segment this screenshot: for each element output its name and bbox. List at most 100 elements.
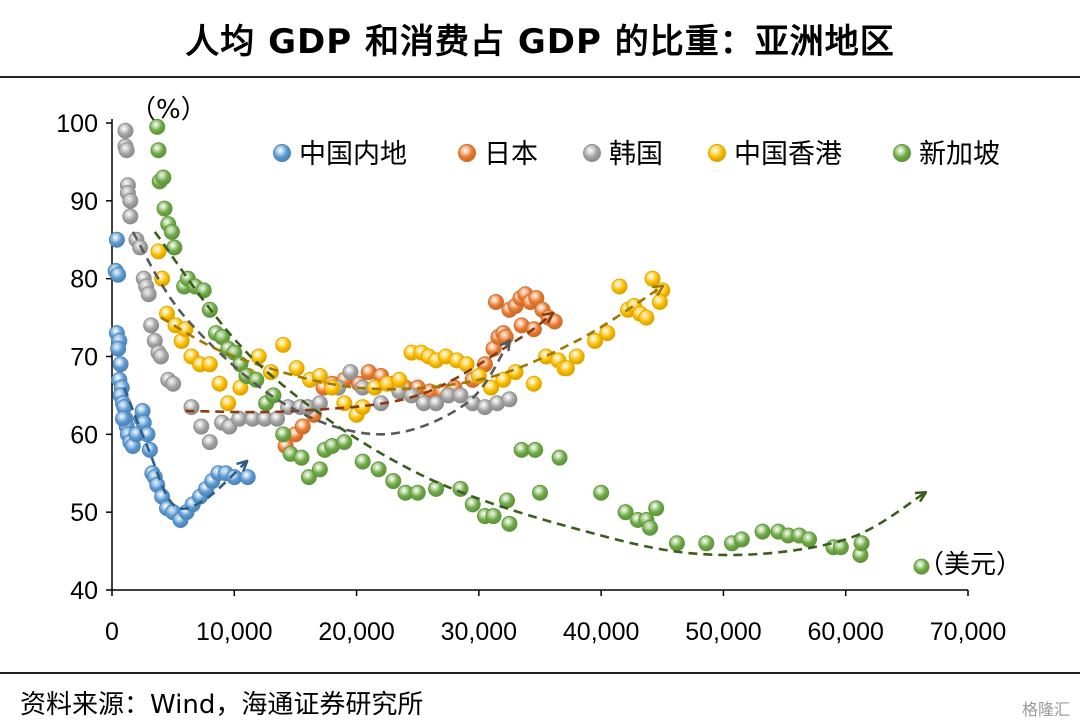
- data-point: [611, 278, 628, 295]
- y-tick-label: 50: [70, 499, 98, 527]
- data-point: [527, 441, 544, 458]
- legend-label: 韩国: [609, 139, 663, 170]
- data-point: [163, 223, 180, 240]
- data-point: [115, 410, 132, 427]
- x-tick-label: 70,000: [930, 618, 1006, 646]
- data-point: [385, 473, 402, 490]
- data-point: [593, 484, 610, 501]
- data-point: [668, 535, 685, 552]
- data-point: [248, 371, 265, 388]
- data-point: [428, 395, 445, 412]
- data-point: [403, 387, 420, 404]
- legend-label: 日本: [484, 139, 538, 170]
- y-tick-label: 70: [70, 344, 98, 372]
- data-point: [497, 329, 514, 346]
- data-point: [551, 449, 568, 466]
- data-point: [250, 348, 267, 365]
- data-point: [638, 309, 655, 326]
- data-point: [487, 294, 504, 311]
- data-point: [342, 364, 359, 381]
- legend-item: 日本: [458, 139, 538, 170]
- data-point: [485, 508, 502, 525]
- data-point: [150, 243, 167, 260]
- y-tick-label: 100: [56, 110, 98, 138]
- data-point: [166, 239, 183, 256]
- x-unit-label: （美元）: [918, 550, 1022, 580]
- data-point: [525, 375, 542, 392]
- data-point: [149, 118, 166, 135]
- data-point: [501, 391, 518, 408]
- data-point: [546, 313, 563, 330]
- footer-divider: [0, 672, 1080, 674]
- data-point: [293, 449, 310, 466]
- data-point: [754, 523, 771, 540]
- data-point: [532, 484, 548, 501]
- data-point: [140, 286, 157, 303]
- data-point: [452, 480, 469, 497]
- y-tick-label: 40: [70, 577, 98, 605]
- trend-arrow: [153, 231, 925, 557]
- data-point: [428, 480, 445, 497]
- data-point: [370, 461, 387, 478]
- legend-marker: [893, 144, 911, 162]
- data-point: [122, 208, 139, 225]
- y-tick-label: 60: [70, 421, 98, 449]
- data-point: [108, 231, 125, 248]
- legend-label: 中国香港: [734, 139, 842, 170]
- data-point: [110, 340, 127, 357]
- data-point: [409, 484, 426, 501]
- data-point: [275, 336, 292, 353]
- data-point: [117, 122, 134, 139]
- data-point: [513, 441, 530, 458]
- x-tick-label: 60,000: [807, 618, 883, 646]
- data-point: [452, 387, 469, 404]
- data-point: [193, 418, 210, 435]
- data-point: [122, 192, 139, 209]
- legend-marker: [458, 144, 476, 162]
- data-point: [698, 535, 715, 552]
- data-point: [262, 364, 279, 381]
- legend-label: 新加坡: [919, 139, 1000, 170]
- data-point: [201, 434, 218, 451]
- legend-marker: [708, 144, 726, 162]
- legend-item: 中国内地: [273, 139, 407, 170]
- data-point: [220, 395, 237, 412]
- data-point: [853, 535, 870, 552]
- title-divider: [0, 76, 1080, 78]
- data-point: [139, 426, 156, 443]
- data-point: [300, 469, 317, 486]
- data-point: [642, 519, 659, 536]
- watermark: 格隆汇: [1021, 700, 1070, 719]
- legend-marker: [273, 144, 291, 162]
- y-tick-label: 80: [70, 266, 98, 294]
- data-point: [294, 418, 311, 435]
- x-tick-label: 40,000: [563, 618, 639, 646]
- data-point: [311, 461, 328, 478]
- data-point: [336, 434, 353, 451]
- legend-marker: [583, 144, 601, 162]
- trend-arrow: [123, 387, 246, 511]
- data-point: [269, 410, 286, 427]
- data-point: [118, 142, 135, 159]
- scatter-chart: 40 50 60 70 80 90 100 0 10,000 20,000 30,000 40,000…: [56, 95, 1022, 646]
- legend-item: 新加坡: [893, 139, 1000, 170]
- data-point: [391, 371, 408, 388]
- data-point: [143, 317, 160, 334]
- series-4: [149, 118, 930, 575]
- data-point: [112, 356, 129, 373]
- data-point: [617, 504, 634, 521]
- legend-label: 中国内地: [299, 139, 407, 170]
- data-point: [495, 371, 512, 388]
- data-point: [483, 379, 500, 396]
- x-tick-label: 20,000: [318, 618, 394, 646]
- data-point: [231, 410, 248, 427]
- data-point: [733, 531, 750, 548]
- data-point: [913, 558, 930, 575]
- data-point: [201, 356, 218, 373]
- chart-title: 人均 GDP 和消费占 GDP 的比重：亚洲地区: [185, 21, 895, 62]
- data-point: [155, 169, 172, 186]
- data-point: [110, 266, 127, 283]
- trend-arrow: [185, 314, 552, 414]
- legend-item: 中国香港: [708, 139, 842, 170]
- data-point: [470, 367, 487, 384]
